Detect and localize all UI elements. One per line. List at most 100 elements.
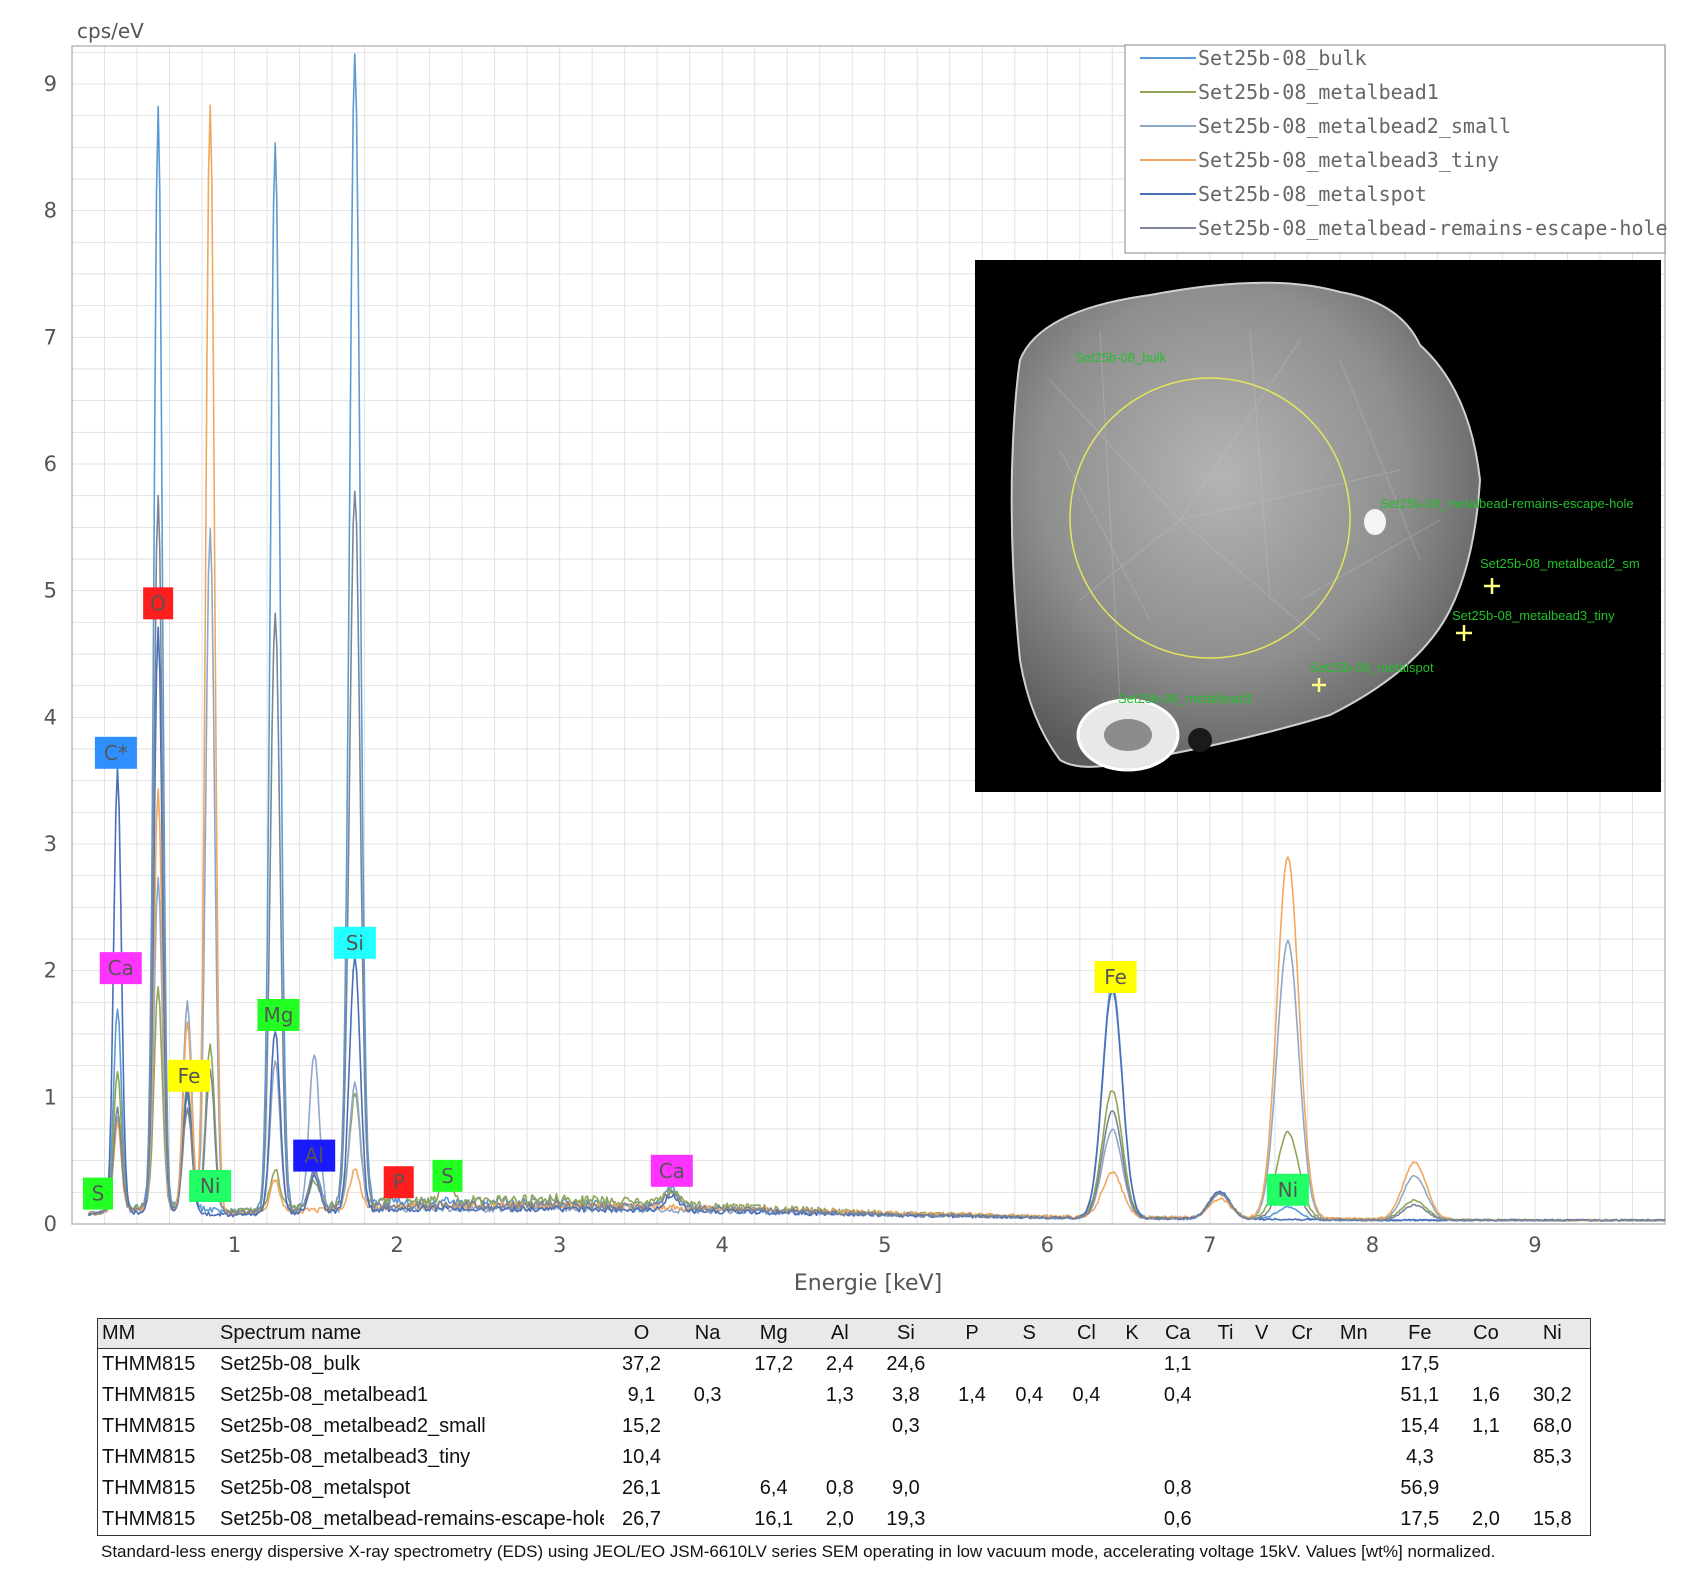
table-cell <box>1001 1442 1058 1473</box>
x-tick-label: 7 <box>1203 1233 1216 1257</box>
table-header-cell: Mn <box>1325 1318 1383 1349</box>
table-header-cell: Mg <box>736 1318 812 1349</box>
sem-micrograph: Set25b-08_bulk Set25b-08_metalbead-remai… <box>975 260 1661 792</box>
series-lines <box>87 53 1666 1222</box>
table-cell <box>679 1349 736 1381</box>
table-cell <box>868 1442 943 1473</box>
dark-pit <box>1188 728 1212 752</box>
table-cell <box>1279 1442 1326 1473</box>
table-cell: Set25b-08_metalbead-remains-escape-hole <box>220 1508 604 1530</box>
peak-label-text: P <box>393 1170 405 1194</box>
peak-label-box <box>99 952 142 985</box>
table-cell <box>1457 1349 1514 1381</box>
table-cell <box>811 1411 868 1442</box>
table-header-cell: Cr <box>1278 1318 1326 1349</box>
grain-texture <box>1049 329 1441 701</box>
table-header-cell: V <box>1244 1318 1279 1349</box>
table-cell: 6,4 <box>759 1477 788 1499</box>
table-cell <box>943 1349 1000 1381</box>
table-cell <box>679 1504 736 1536</box>
table-cell <box>1245 1442 1279 1473</box>
table-header-cell: Fe <box>1382 1318 1458 1349</box>
table-cell <box>1279 1349 1326 1381</box>
table-cell: 1,1 <box>1472 1415 1500 1437</box>
table-header-cell: Si <box>868 1318 944 1349</box>
table-cell: Set25b-08_metalbead1 <box>220 1384 428 1406</box>
peak-label: Mg <box>257 999 300 1031</box>
table-cell <box>1325 1442 1382 1473</box>
table-cell <box>811 1442 868 1473</box>
legend-entry: Set25b-08_bulk <box>1198 46 1367 70</box>
spot-markers <box>1312 578 1500 692</box>
peak-label-text: Ni <box>1278 1178 1299 1202</box>
table-cell <box>1245 1380 1279 1411</box>
peak-label-box <box>1266 1173 1309 1206</box>
table-header-cell: K <box>1115 1318 1150 1349</box>
peak-label: Fe <box>168 1059 211 1092</box>
table-cell <box>1058 1411 1115 1442</box>
peak-label-text: Ni <box>200 1174 221 1198</box>
x-tick-label: 9 <box>1528 1233 1541 1257</box>
peak-label: Al <box>293 1139 336 1172</box>
peak-label: Ca <box>650 1154 693 1187</box>
peak-label: Fe <box>1094 961 1137 993</box>
table-cell: 0,4 <box>1072 1384 1101 1406</box>
peak-label: Si <box>333 926 376 959</box>
table-cell <box>1279 1504 1326 1536</box>
escape-hole <box>1364 509 1386 535</box>
table-cell: Set25b-08_metalbead3_tiny <box>220 1446 471 1468</box>
peak-label: Ca <box>99 952 142 985</box>
table-header-cell: MM <box>97 1318 216 1349</box>
composition-table: MM Spectrum name O Na Mg Al Si P S Cl K Ca Ti V Cr Mn Fe… <box>97 1318 1591 1536</box>
table-cell: 0,4 <box>1163 1384 1192 1406</box>
y-tick-label: 8 <box>44 199 57 223</box>
table-cell <box>1001 1473 1058 1504</box>
table-cell: 17,5 <box>1400 1508 1440 1530</box>
table-cell: 9,0 <box>891 1477 920 1499</box>
peak-label-box <box>83 1177 114 1210</box>
table-cell <box>736 1380 811 1411</box>
table-row: THMM815 Set25b-08_metalbead1 9,1 0,3 1,3 3,8 1… <box>98 1380 1591 1411</box>
legend-entry: Set25b-08_metalbead-remains-escape-hole <box>1198 216 1668 240</box>
table-cell: 0,6 <box>1163 1508 1192 1530</box>
table-cell <box>943 1473 1000 1504</box>
table-cell <box>1325 1473 1382 1504</box>
legend-entry: Set25b-08_metalspot <box>1198 182 1427 206</box>
peak-label-box <box>1094 961 1137 993</box>
table-cell: 1,4 <box>958 1384 986 1406</box>
eds-spectrum-chart: cps/eV Energie [keV] 0 1 2 3 4 5 6 7 8 9 1 2 3 4 5 6 7 8… <box>44 19 1668 1296</box>
table-cell <box>1325 1504 1382 1536</box>
table-header-cell: Co <box>1457 1318 1515 1349</box>
table-cell <box>1001 1411 1058 1442</box>
table-cell <box>943 1504 1000 1536</box>
x-tick-label: 4 <box>716 1233 729 1257</box>
peak-label-text: Mg <box>263 1003 293 1027</box>
peak-label-box <box>650 1154 693 1187</box>
table-cell: Set25b-08_bulk <box>220 1353 361 1375</box>
x-tick-label: 8 <box>1366 1233 1379 1257</box>
sem-label-escape-hole: Set25b-08_metalbead-remains-escape-hole <box>1380 496 1634 511</box>
peak-label-text: Si <box>346 931 364 955</box>
legend-entry: Set25b-08_metalbead2_small <box>1198 114 1511 138</box>
table-cell <box>1115 1349 1149 1381</box>
table-cell <box>679 1411 736 1442</box>
peak-label: S <box>432 1159 463 1192</box>
sem-label-metalbead2: Set25b-08_metalbead2_sm <box>1480 556 1640 571</box>
legend: Set25b-08_bulk Set25b-08_metalbead1 Set25b… <box>1124 44 1668 254</box>
table-cell <box>943 1411 1000 1442</box>
peak-label-box <box>189 1170 232 1202</box>
sem-label-bulk: Set25b-08_bulk <box>1075 350 1167 365</box>
y-tick-label: 7 <box>44 325 57 349</box>
table-cell: 26,7 <box>622 1508 661 1530</box>
table-cell: 2,0 <box>825 1508 854 1530</box>
table-cell <box>1115 1411 1149 1442</box>
table-cell: 37,2 <box>622 1353 661 1375</box>
x-tick-label: 2 <box>390 1233 403 1257</box>
table-cell <box>1206 1349 1244 1381</box>
table-cell <box>1206 1411 1244 1442</box>
peak-label-box <box>168 1059 211 1092</box>
table-cell <box>679 1442 736 1473</box>
y-tick-label: 1 <box>44 1085 57 1109</box>
table-cell <box>1058 1442 1115 1473</box>
legend-frame <box>1124 44 1666 254</box>
